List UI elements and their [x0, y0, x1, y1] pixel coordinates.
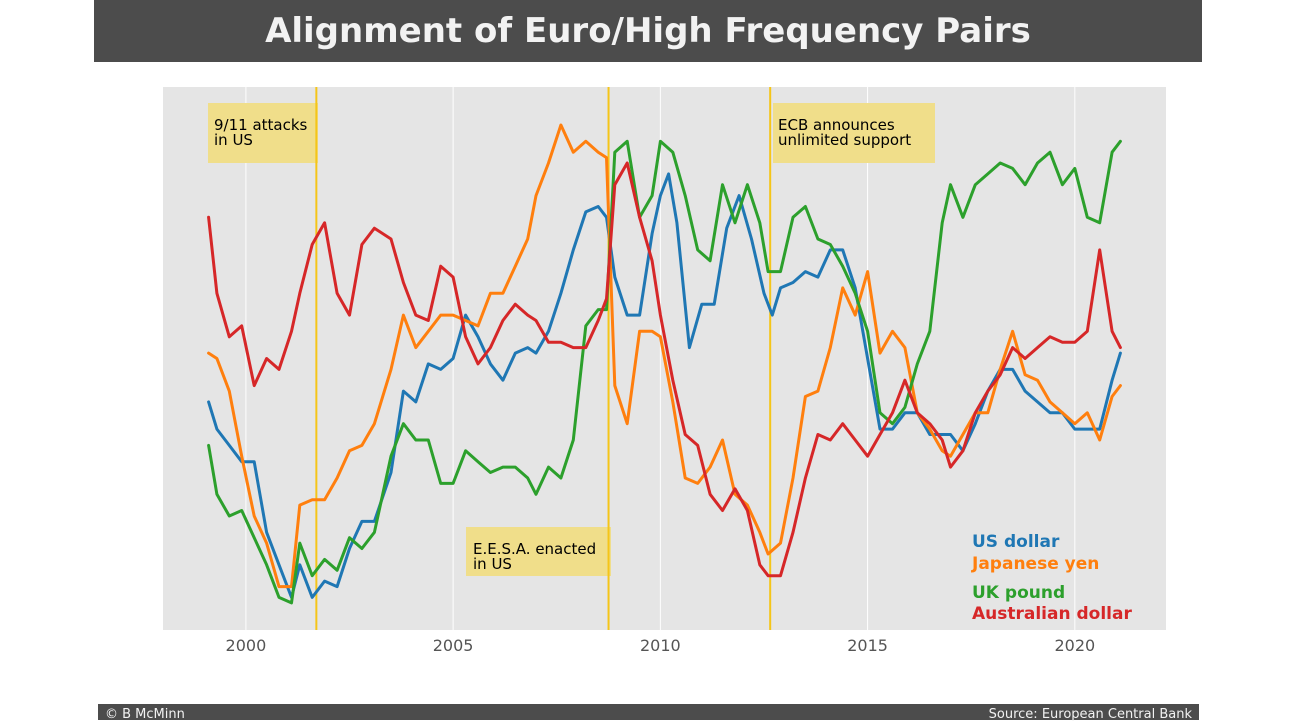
event-label-box: [208, 103, 318, 163]
credit-text: © B McMinn: [105, 707, 185, 722]
event-label-text: unlimited support: [778, 131, 911, 149]
x-tick-label: 2005: [433, 636, 474, 655]
event-label-box: [773, 103, 935, 163]
source-text: Source: European Central Bank: [988, 707, 1192, 722]
x-tick-label: 2000: [226, 636, 267, 655]
footer-bar: © B McMinn Source: European Central Bank: [98, 704, 1199, 722]
event-label-text: in US: [473, 555, 512, 573]
series-lines: [207, 123, 1122, 605]
event-label-text: E.E.S.A. enacted: [473, 540, 596, 558]
x-tick-label: 2020: [1054, 636, 1095, 655]
event-label-text: ECB announces: [778, 116, 895, 134]
series-line-australian-dollar: [207, 161, 1122, 578]
x-tick-label: 2015: [847, 636, 888, 655]
x-axis-ticks: 2000 2005 2010 2015 2020: [226, 636, 1096, 655]
event-label-text: 9/11 attacks: [214, 116, 308, 134]
chart-title: Alignment of Euro/High Frequency Pairs: [94, 0, 1202, 62]
series-line-japanese-yen: [207, 123, 1122, 589]
series-line-uk-pound: [207, 139, 1122, 605]
legend-entry: US dollar: [972, 532, 1060, 552]
legend-entry: UK pound: [972, 583, 1065, 603]
x-tick-label: 2010: [640, 636, 681, 655]
event-label-box: [466, 527, 611, 576]
event-label-text: in US: [214, 131, 253, 149]
legend-entry: Australian dollar: [972, 604, 1132, 624]
legend-entry: Japanese yen: [971, 554, 1099, 574]
